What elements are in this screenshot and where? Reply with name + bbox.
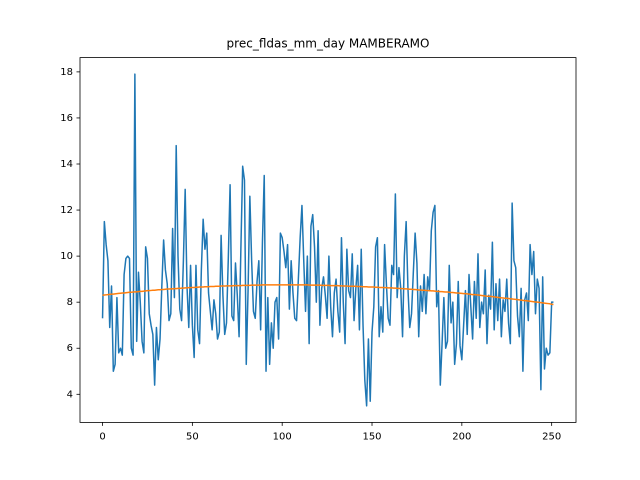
x-tick-label: 200	[452, 431, 471, 442]
chart-title: prec_fldas_mm_day MAMBERAMO	[227, 37, 430, 51]
y-tick-label: 12	[60, 205, 73, 216]
y-tick-label: 4	[67, 389, 73, 400]
plot-frame	[79, 57, 577, 423]
x-tick-label: 0	[99, 431, 105, 442]
y-tick-label: 8	[67, 297, 73, 308]
x-tick-label: 50	[186, 431, 199, 442]
x-tick-label: 250	[542, 431, 561, 442]
y-tick-label: 18	[60, 67, 73, 78]
y-tick-label: 6	[67, 343, 73, 354]
series-line	[102, 284, 554, 306]
x-tick-label: 100	[273, 431, 292, 442]
x-tick-label: 150	[362, 431, 381, 442]
y-tick-label: 16	[60, 113, 73, 124]
y-tick-label: 10	[60, 251, 73, 262]
y-tick-label: 14	[60, 159, 73, 170]
series-line	[101, 73, 554, 407]
